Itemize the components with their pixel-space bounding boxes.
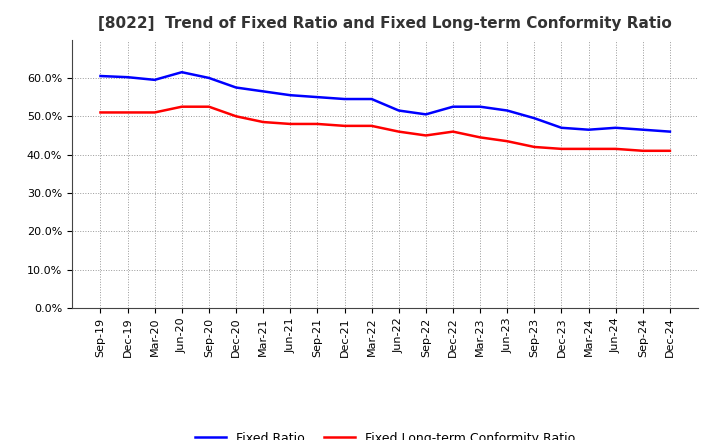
- Fixed Ratio: [286, 92, 294, 98]
- Fixed Ratio: [557, 125, 566, 130]
- Fixed Long-term Conformity Ratio: [178, 104, 186, 109]
- Fixed Ratio: [611, 125, 620, 130]
- Fixed Long-term Conformity Ratio: [150, 110, 159, 115]
- Fixed Ratio: [341, 96, 349, 102]
- Fixed Ratio: [503, 108, 511, 113]
- Fixed Long-term Conformity Ratio: [286, 121, 294, 127]
- Fixed Long-term Conformity Ratio: [259, 119, 268, 125]
- Fixed Long-term Conformity Ratio: [611, 146, 620, 151]
- Fixed Ratio: [367, 96, 376, 102]
- Legend: Fixed Ratio, Fixed Long-term Conformity Ratio: Fixed Ratio, Fixed Long-term Conformity …: [190, 427, 580, 440]
- Fixed Long-term Conformity Ratio: [313, 121, 322, 127]
- Fixed Long-term Conformity Ratio: [449, 129, 457, 134]
- Fixed Long-term Conformity Ratio: [584, 146, 593, 151]
- Fixed Ratio: [232, 85, 240, 90]
- Fixed Ratio: [639, 127, 647, 132]
- Title: [8022]  Trend of Fixed Ratio and Fixed Long-term Conformity Ratio: [8022] Trend of Fixed Ratio and Fixed Lo…: [99, 16, 672, 32]
- Fixed Long-term Conformity Ratio: [341, 123, 349, 128]
- Fixed Long-term Conformity Ratio: [367, 123, 376, 128]
- Fixed Ratio: [96, 73, 105, 79]
- Fixed Long-term Conformity Ratio: [96, 110, 105, 115]
- Fixed Long-term Conformity Ratio: [665, 148, 674, 154]
- Fixed Long-term Conformity Ratio: [395, 129, 403, 134]
- Fixed Ratio: [530, 116, 539, 121]
- Fixed Long-term Conformity Ratio: [639, 148, 647, 154]
- Fixed Long-term Conformity Ratio: [123, 110, 132, 115]
- Fixed Long-term Conformity Ratio: [530, 144, 539, 150]
- Fixed Ratio: [204, 75, 213, 81]
- Line: Fixed Long-term Conformity Ratio: Fixed Long-term Conformity Ratio: [101, 106, 670, 151]
- Line: Fixed Ratio: Fixed Ratio: [101, 72, 670, 132]
- Fixed Ratio: [421, 112, 430, 117]
- Fixed Ratio: [123, 74, 132, 80]
- Fixed Long-term Conformity Ratio: [204, 104, 213, 109]
- Fixed Ratio: [584, 127, 593, 132]
- Fixed Long-term Conformity Ratio: [476, 135, 485, 140]
- Fixed Long-term Conformity Ratio: [421, 133, 430, 138]
- Fixed Ratio: [665, 129, 674, 134]
- Fixed Ratio: [259, 89, 268, 94]
- Fixed Ratio: [178, 70, 186, 75]
- Fixed Long-term Conformity Ratio: [557, 146, 566, 151]
- Fixed Ratio: [395, 108, 403, 113]
- Fixed Long-term Conformity Ratio: [232, 114, 240, 119]
- Fixed Long-term Conformity Ratio: [503, 139, 511, 144]
- Fixed Ratio: [476, 104, 485, 109]
- Fixed Ratio: [313, 95, 322, 100]
- Fixed Ratio: [449, 104, 457, 109]
- Fixed Ratio: [150, 77, 159, 82]
